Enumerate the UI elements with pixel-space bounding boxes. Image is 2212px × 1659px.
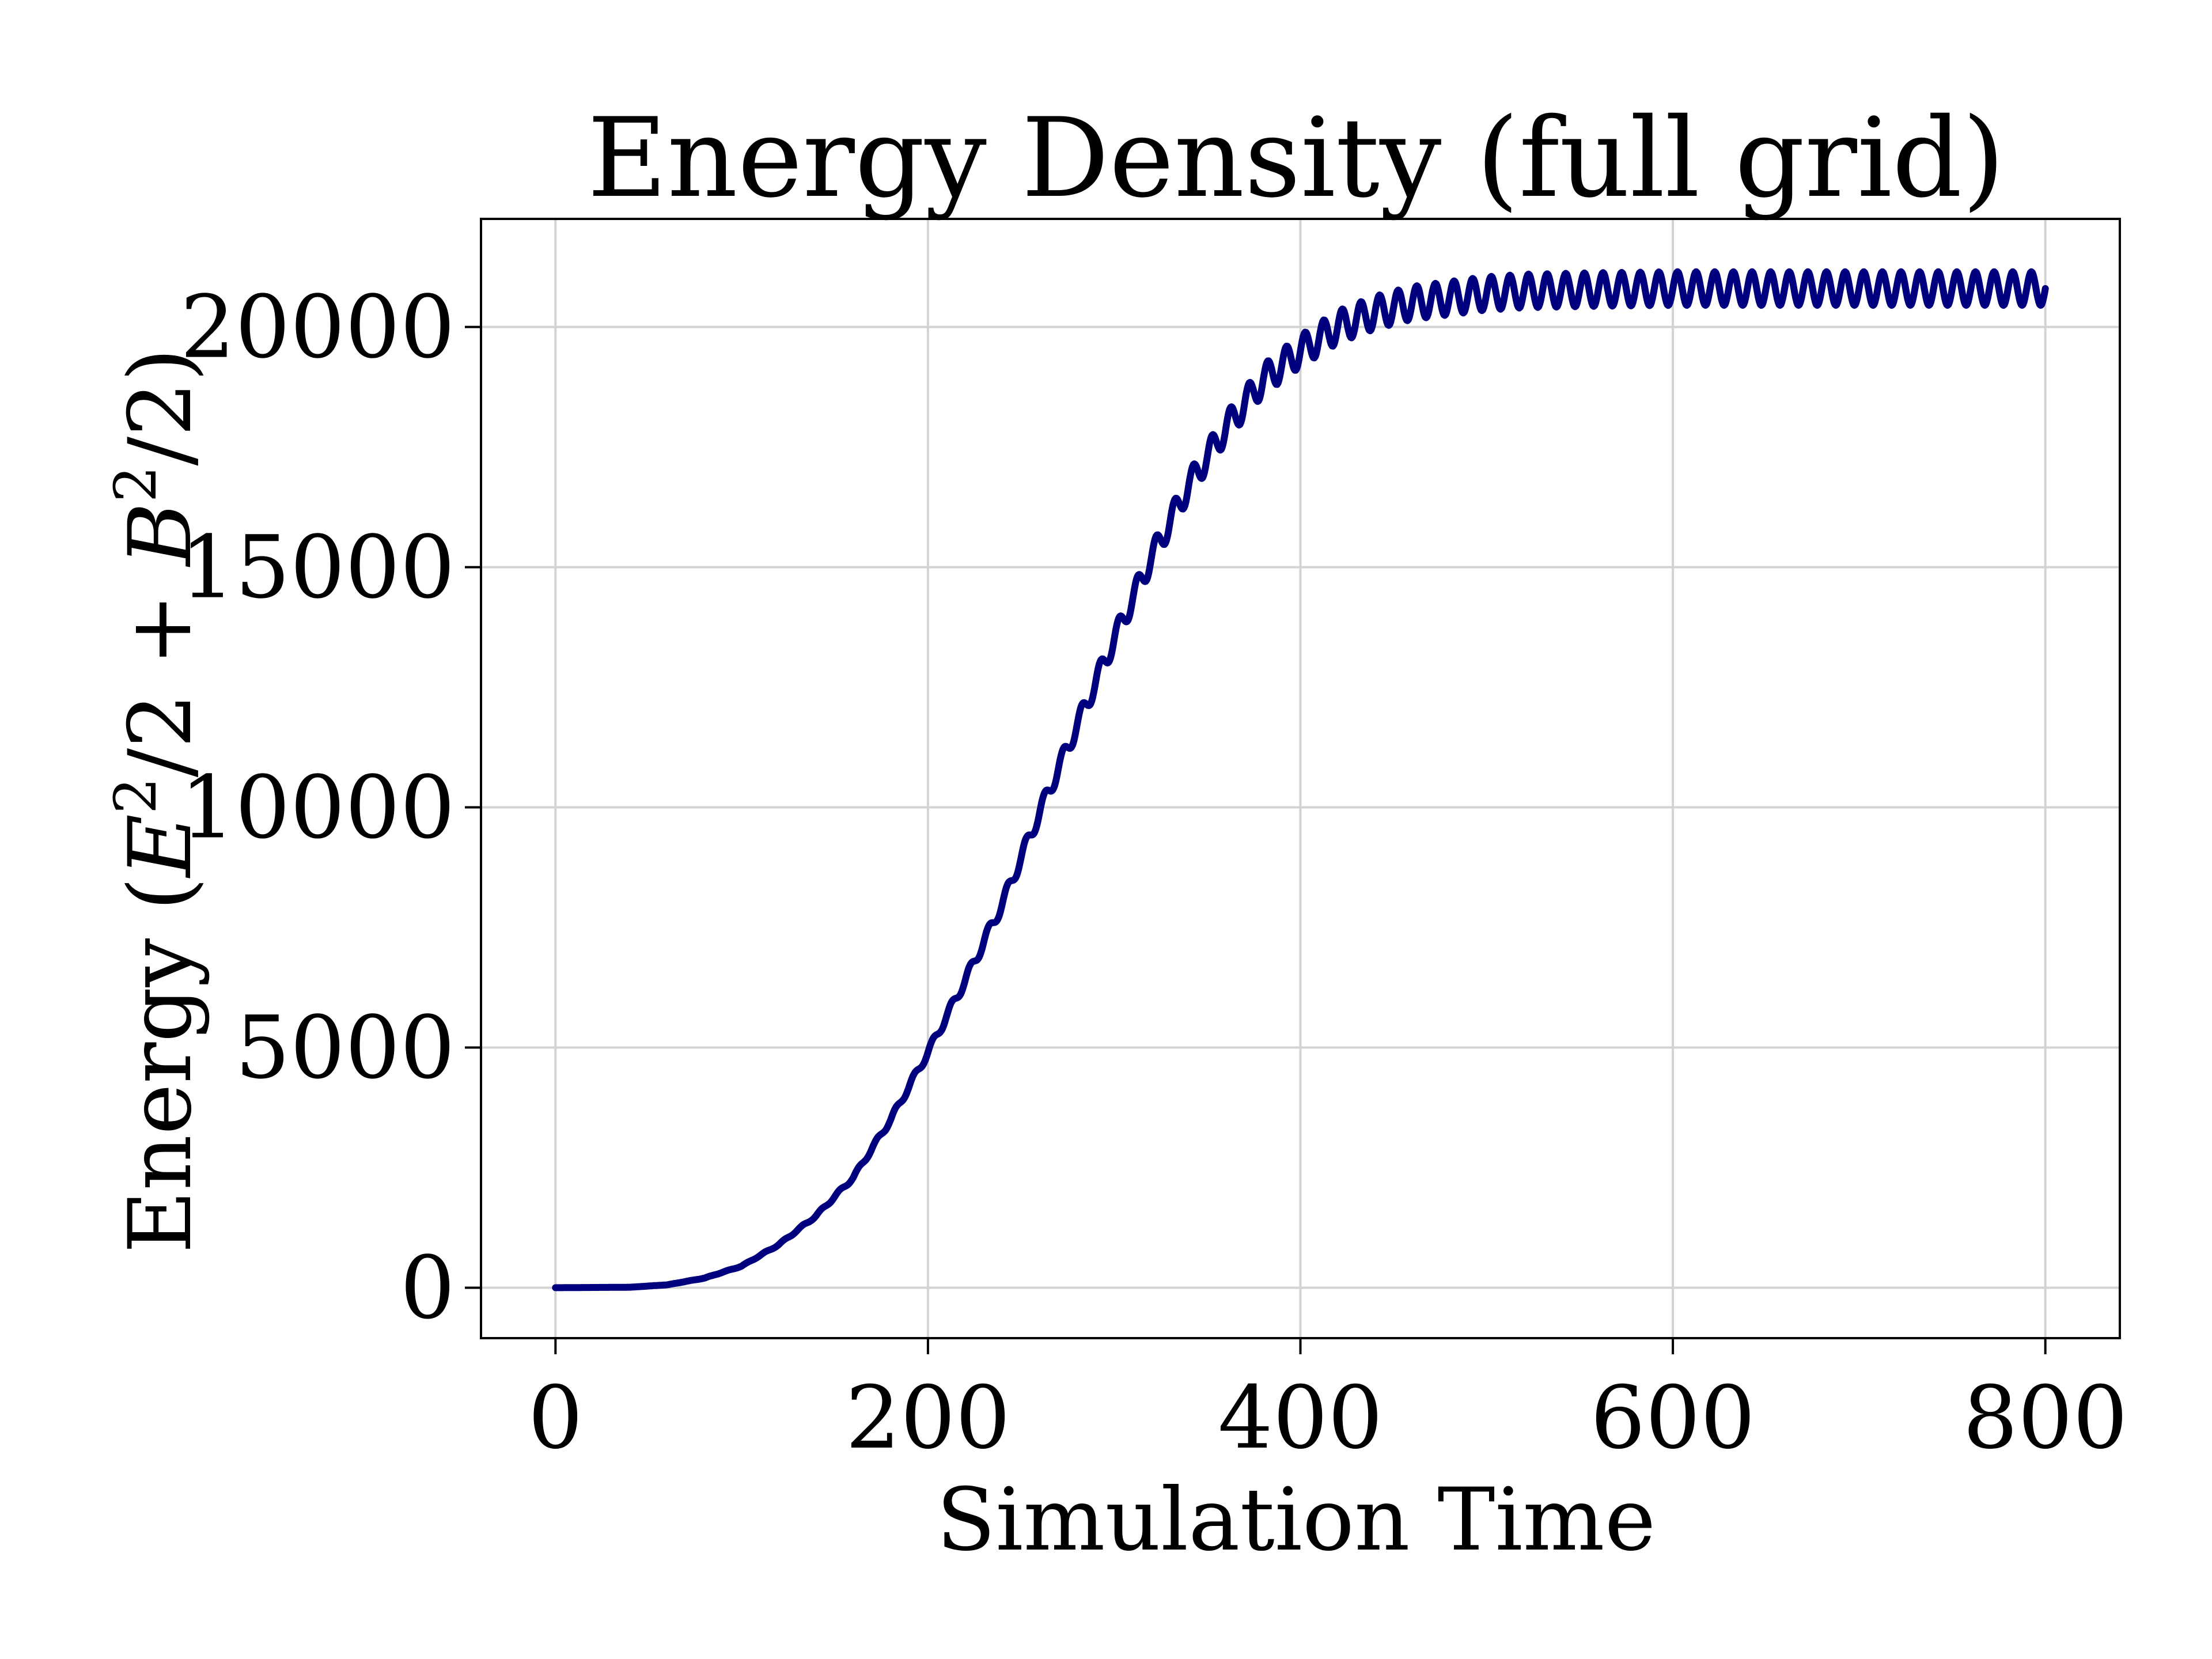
y-tick-label: 15000 — [180, 518, 455, 618]
y-label-e-symbol: E — [111, 814, 211, 879]
series-layer — [552, 268, 2049, 1291]
y-tick-label: 5000 — [235, 998, 455, 1098]
y-tick-label: 10000 — [180, 758, 455, 858]
y-tick-label: 0 — [400, 1238, 455, 1338]
y-label-b-symbol: B — [111, 502, 211, 567]
y-label-tail: /2) — [111, 348, 211, 466]
tick-layer: 0 200 400 600 800 0 5000 10000 15000 20000 — [180, 278, 2128, 1468]
x-axis-label: Simulation Time — [937, 1470, 1656, 1570]
x-tick-label: 600 — [1590, 1368, 1755, 1468]
y-axis-label: Energy (E2/2 + B2/2) — [102, 348, 211, 1253]
y-tick-label: 20000 — [180, 278, 455, 378]
x-tick-label: 800 — [1963, 1368, 2128, 1468]
chart-title: Energy Density (full grid) — [588, 94, 2005, 222]
y-label-e-exponent: 2 — [102, 777, 169, 814]
x-tick-label: 0 — [528, 1368, 583, 1468]
y-label-b-exponent: 2 — [102, 465, 169, 502]
y-label-prefix: Energy ( — [111, 877, 211, 1253]
energy-line — [552, 268, 2049, 1291]
x-tick-label: 200 — [846, 1368, 1010, 1468]
y-label-middle: /2 + — [111, 566, 211, 777]
x-tick-label: 400 — [1218, 1368, 1382, 1468]
grid-lines — [481, 219, 2120, 1338]
